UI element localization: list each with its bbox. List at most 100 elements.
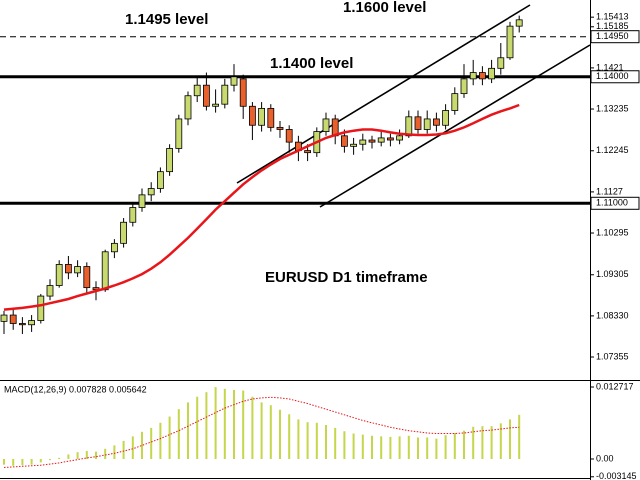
y-tick-label: -0.003145 bbox=[596, 471, 637, 480]
level-label: 1.11000 bbox=[596, 198, 628, 208]
candle-body bbox=[156, 171, 164, 189]
macd-title: MACD(12,26,9) 0.007828 0.005642 bbox=[4, 384, 147, 394]
macd-bar bbox=[269, 405, 272, 459]
channel-upper bbox=[236, 4, 531, 184]
macd-bar bbox=[453, 432, 456, 459]
macd-bar bbox=[343, 431, 346, 459]
macd-bar bbox=[168, 416, 171, 459]
candle-body bbox=[129, 207, 137, 223]
candle-body bbox=[322, 118, 330, 132]
candle-body bbox=[28, 320, 36, 326]
annotation: 1.1400 level bbox=[270, 55, 353, 72]
macd-bar bbox=[30, 458, 33, 465]
macd-bar bbox=[196, 396, 199, 459]
y-tick-label: 1.07355 bbox=[596, 351, 629, 361]
macd-bar bbox=[58, 457, 61, 459]
macd-bar bbox=[95, 451, 97, 459]
candle-body bbox=[405, 116, 413, 137]
level-label-box bbox=[590, 70, 640, 84]
macd-bar bbox=[490, 426, 493, 459]
annotation: EURUSD D1 timeframe bbox=[265, 269, 428, 286]
candle-body bbox=[9, 314, 17, 324]
candle-body bbox=[488, 67, 496, 80]
candle-body bbox=[184, 95, 192, 120]
candle-body bbox=[46, 285, 54, 297]
macd-bar bbox=[39, 458, 42, 463]
macd-bar bbox=[67, 454, 70, 459]
candle-body bbox=[239, 78, 247, 107]
candle-body bbox=[469, 72, 477, 80]
macd-bar bbox=[113, 445, 116, 459]
y-tick-label: 1.1127 bbox=[596, 186, 623, 196]
macd-bar bbox=[12, 458, 15, 466]
candle-body bbox=[368, 139, 376, 143]
candle-body bbox=[111, 242, 118, 253]
level-label: 1.14950 bbox=[596, 31, 629, 41]
candle-body bbox=[138, 194, 146, 208]
macd-bar bbox=[260, 402, 263, 459]
y-tick-label: 1.1421 bbox=[596, 62, 624, 72]
candle-body bbox=[396, 135, 404, 141]
level-label-box bbox=[590, 30, 640, 44]
macd-bar bbox=[122, 440, 125, 459]
macd-bar bbox=[187, 402, 189, 459]
macd-bar bbox=[380, 436, 383, 459]
macd-bar bbox=[76, 452, 79, 459]
macd-bar bbox=[85, 451, 88, 459]
candle-body bbox=[414, 116, 422, 130]
macd-bar bbox=[104, 448, 107, 459]
candle-body bbox=[65, 264, 72, 274]
macd-bar bbox=[3, 458, 5, 465]
candle-body bbox=[37, 295, 45, 321]
macd-bar bbox=[150, 427, 153, 459]
macd-bar bbox=[49, 458, 51, 461]
channel-lower bbox=[319, 44, 591, 208]
macd-bar bbox=[233, 389, 235, 459]
macd-bar bbox=[426, 437, 429, 459]
moving-average bbox=[3, 103, 520, 311]
macd-bar bbox=[509, 419, 511, 459]
candle-body bbox=[212, 103, 220, 107]
candle-body bbox=[506, 25, 514, 59]
annotation: 1.1495 level bbox=[125, 11, 208, 28]
macd-bar bbox=[306, 422, 309, 459]
candle-body bbox=[359, 139, 367, 145]
y-tick-label: 0.00 bbox=[596, 453, 614, 463]
macd-bar bbox=[334, 427, 337, 459]
candle-body bbox=[515, 19, 523, 27]
candle-body bbox=[267, 107, 275, 128]
candle-body bbox=[147, 188, 155, 196]
macd-bar bbox=[297, 419, 300, 459]
candle-body bbox=[202, 84, 210, 107]
macd-bar bbox=[389, 436, 392, 459]
candle-body bbox=[432, 118, 440, 126]
level-label: 1.14000 bbox=[596, 71, 629, 81]
macd-bar bbox=[444, 435, 447, 459]
level-label-box bbox=[590, 196, 640, 210]
candle-body bbox=[442, 110, 450, 126]
macd-bar bbox=[481, 426, 484, 459]
y-tick-label: 1.15185 bbox=[596, 21, 629, 31]
macd-bar bbox=[251, 396, 254, 459]
candle-body bbox=[451, 93, 459, 111]
macd-bar bbox=[361, 434, 364, 459]
macd-bar bbox=[417, 437, 419, 459]
candle-body bbox=[285, 129, 293, 143]
y-tick-label: 1.13235 bbox=[596, 103, 629, 113]
candle-body bbox=[304, 150, 312, 154]
candle-body bbox=[0, 314, 8, 322]
candle-body bbox=[230, 76, 238, 86]
candle-body bbox=[74, 266, 81, 274]
candle-body bbox=[166, 148, 174, 173]
candle-body bbox=[386, 137, 394, 141]
candle-body bbox=[460, 78, 468, 95]
candle-body bbox=[18, 323, 26, 326]
macd-bar bbox=[205, 392, 208, 459]
macd-bar bbox=[242, 390, 245, 459]
candle-body bbox=[120, 221, 127, 244]
macd-bar bbox=[435, 438, 438, 459]
macd-bar bbox=[398, 436, 401, 459]
macd-bar bbox=[279, 409, 281, 459]
